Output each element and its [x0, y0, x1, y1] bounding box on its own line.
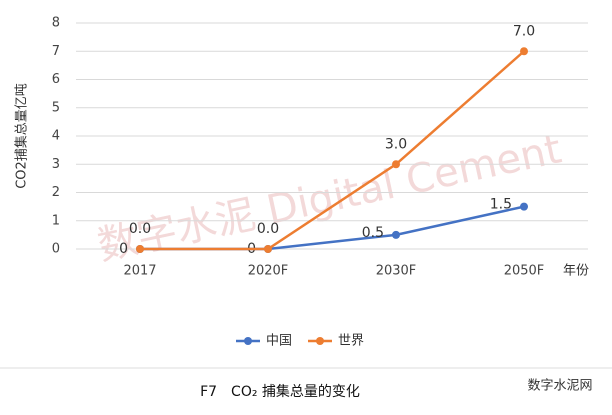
legend-label: 世界: [338, 334, 364, 349]
point: [264, 245, 272, 253]
data-label: 1.5: [490, 197, 512, 213]
x-tick-label: 2020F: [248, 264, 289, 279]
x-tick-label: 2030F: [376, 264, 417, 279]
point: [136, 245, 144, 253]
point: [520, 47, 528, 56]
data-label: 0: [119, 241, 128, 257]
legend-marker: [316, 337, 324, 345]
legend-marker: [244, 337, 252, 345]
data-label: 0.0: [257, 221, 279, 237]
point: [392, 230, 400, 239]
legend-label: 中国: [266, 334, 292, 349]
data-label: 7.0: [513, 23, 535, 39]
x-tick-label: 2017: [123, 264, 156, 279]
y-tick-label: 1: [52, 213, 60, 228]
y-tick-label: 5: [52, 100, 60, 115]
y-axis-title: CO2捕集总量亿吨: [14, 83, 30, 189]
y-tick-label: 8: [52, 16, 60, 31]
data-label: 3.0: [385, 136, 407, 152]
point: [520, 202, 528, 211]
caption: F7 CO₂ 捕集总量的变化: [200, 383, 360, 400]
x-axis-title: 年份: [563, 264, 589, 279]
x-tick-label: 2050F: [504, 264, 545, 279]
data-label: 0.5: [362, 225, 384, 241]
y-tick-label: 0: [52, 242, 60, 257]
y-tick-label: 6: [52, 72, 60, 87]
y-tick-label: 2: [52, 185, 60, 200]
series-line: [140, 50, 525, 251]
point: [392, 160, 400, 169]
y-tick-label: 4: [52, 129, 60, 144]
y-tick-label: 7: [52, 44, 60, 59]
source: 数字水泥网: [527, 379, 592, 394]
data-label: 0.0: [129, 221, 151, 237]
y-tick-label: 3: [52, 157, 60, 172]
